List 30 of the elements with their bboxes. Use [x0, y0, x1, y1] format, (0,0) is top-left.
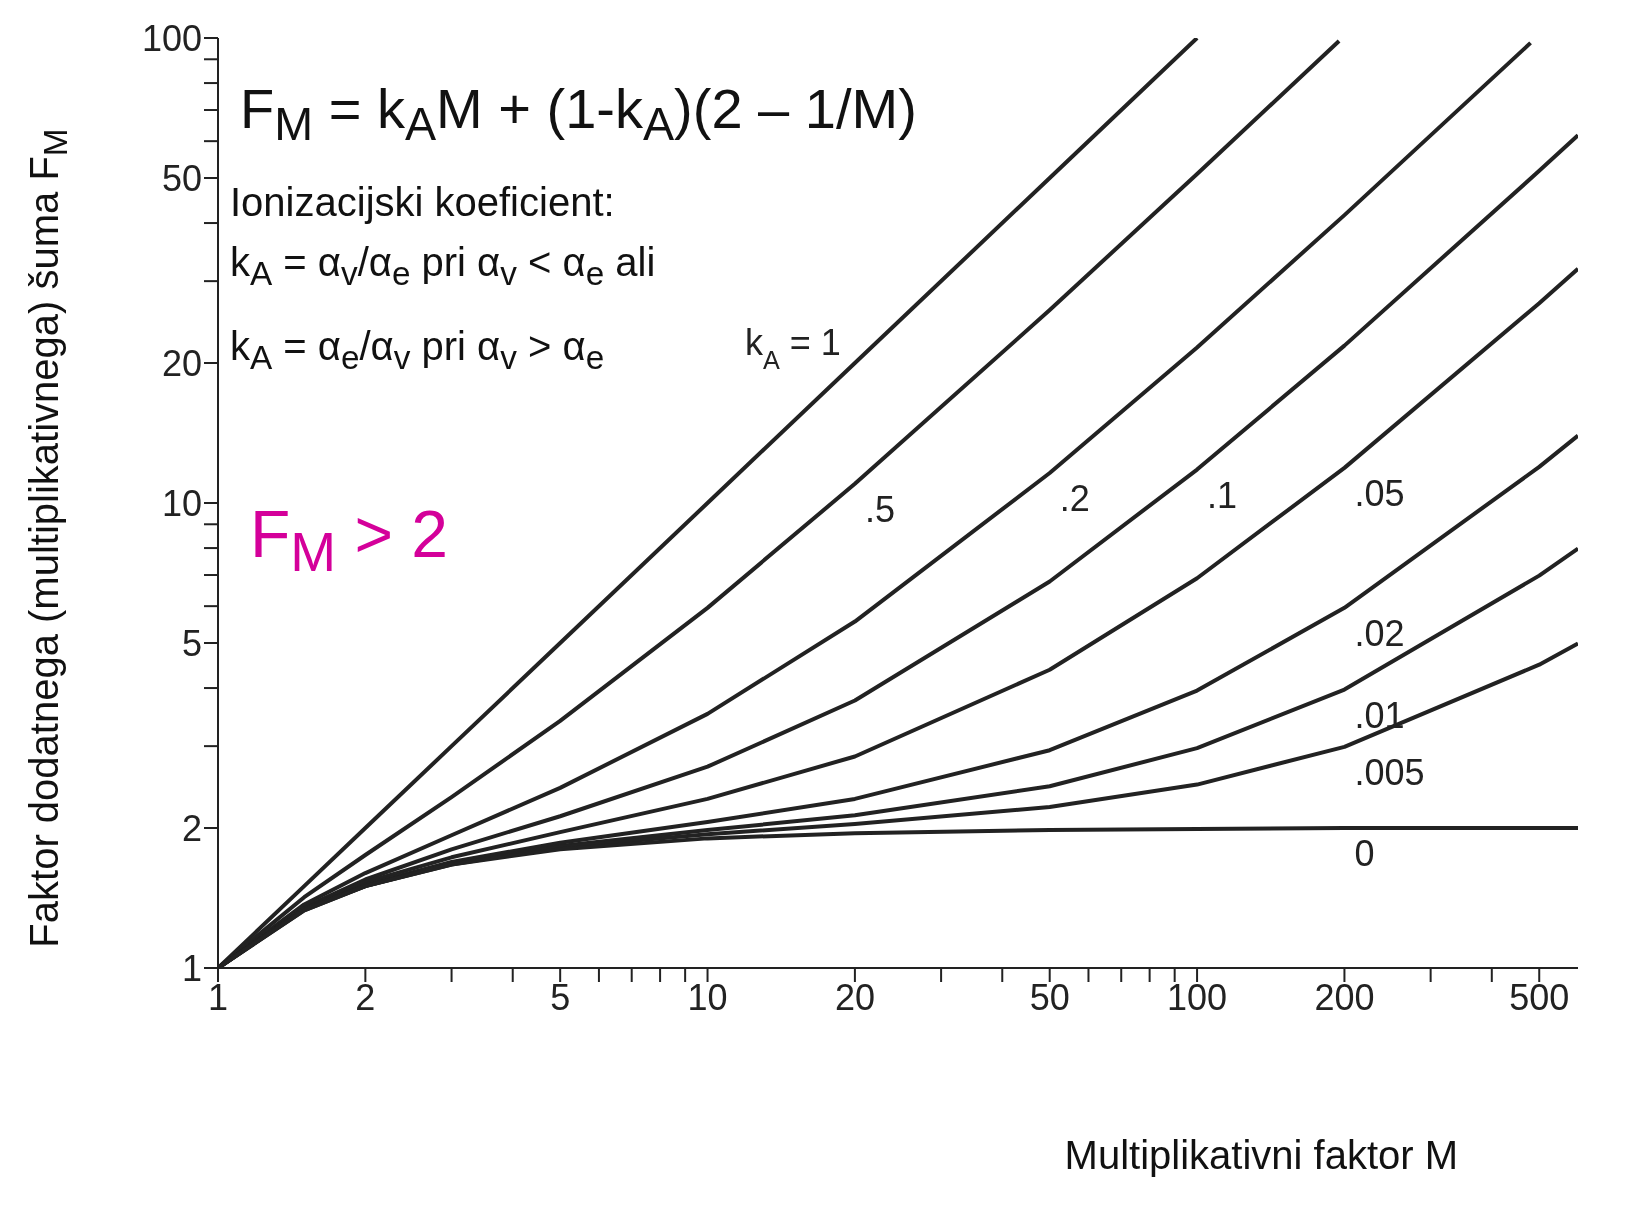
x-tick-label: 200: [1314, 976, 1375, 1018]
x-tick-label: 10: [687, 976, 728, 1018]
x-tick-label: 20: [834, 976, 875, 1018]
text: k$_{A}$ = α$_{e}$/α$_{v}$ pri α$_{v}$ > α$_{e}$: [230, 324, 605, 376]
y-tick-label: 2: [181, 807, 202, 849]
series-label: .2: [1059, 478, 1090, 520]
x-tick-label: 50: [1029, 976, 1070, 1018]
y-tick-label: 5: [181, 622, 202, 664]
series-label: k$_{A}$ = 1: [745, 322, 841, 375]
y-tick-label: 1: [181, 947, 202, 989]
x-tick-label: 500: [1509, 976, 1570, 1018]
x-tick-label: 5: [550, 976, 571, 1018]
series-label: .02: [1354, 612, 1405, 654]
y-tick-label: 20: [161, 342, 202, 384]
series-label: .1: [1207, 474, 1238, 516]
x-axis-title: Multiplikativni faktor M: [1064, 1133, 1458, 1178]
y-tick-label: 50: [161, 157, 202, 199]
series-label: .005: [1354, 751, 1425, 793]
y-tick-label: 10: [161, 482, 202, 524]
text: k$_{A}$ = α$_{v}$/α$_{e}$ pri α$_{v}$ < α$_{e}$ ali: [230, 240, 656, 292]
series-label: .5: [864, 488, 895, 530]
annotation: Ionizacijski koeficient:: [230, 180, 615, 224]
series-label: .05: [1354, 472, 1405, 514]
annotation: F$_{M}$ > 2: [250, 497, 449, 584]
x-tick-label: 100: [1167, 976, 1228, 1018]
series-label: 0: [1354, 833, 1375, 875]
annotation: F$_{M}$ = k$_{A}$M + (1-k$_{A}$)(2 – 1/M): [240, 77, 917, 151]
x-tick-label: 1: [207, 976, 229, 1018]
y-tick-label: 100: [141, 17, 202, 59]
x-tick-label: 2: [355, 976, 376, 1018]
